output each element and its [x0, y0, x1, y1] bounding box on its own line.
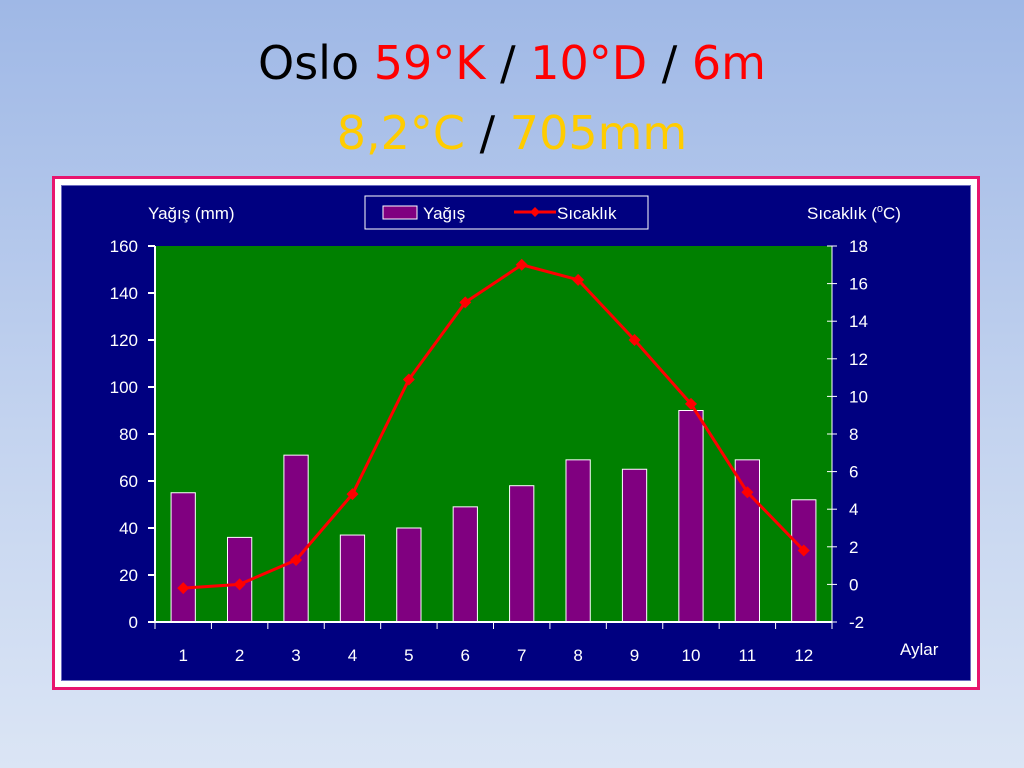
- right-axis-title: Sıcaklık (oC): [807, 203, 901, 223]
- x-tick-label: 8: [573, 646, 582, 665]
- x-tick-label: 3: [291, 646, 300, 665]
- precip-bar: [283, 454, 309, 623]
- x-tick-label: 7: [517, 646, 526, 665]
- right-tick-label: 18: [849, 237, 868, 256]
- legend-label-yagis: Yağış: [423, 204, 465, 223]
- left-tick-label: 80: [119, 425, 138, 444]
- x-tick-label: 5: [404, 646, 413, 665]
- x-tick-label: 6: [461, 646, 470, 665]
- right-tick-label: 4: [849, 500, 858, 519]
- plot-area: [155, 246, 832, 622]
- left-tick-label: 120: [110, 331, 138, 350]
- x-tick-label: 11: [739, 646, 757, 665]
- left-tick-label: 160: [110, 237, 138, 256]
- x-tick-label: 12: [794, 646, 813, 665]
- left-tick-label: 100: [110, 378, 138, 397]
- right-tick-label: -2: [849, 613, 864, 632]
- right-tick-label: 14: [849, 312, 868, 331]
- legend-line-marker: [530, 207, 540, 217]
- longitude: 10°D: [530, 36, 648, 90]
- legend: Yağış Sıcaklık: [364, 195, 649, 230]
- precip-bar: [621, 468, 648, 623]
- temperature-point: [402, 373, 415, 386]
- city-name: Oslo: [258, 36, 360, 90]
- left-tick-label: 40: [119, 519, 138, 538]
- latitude: 59°K: [373, 36, 486, 90]
- precip-bar: [734, 459, 761, 623]
- left-tick-label: 20: [119, 566, 138, 585]
- right-tick-label: 6: [849, 463, 858, 482]
- mean-temperature: 8,2°C: [336, 106, 466, 160]
- legend-bar-swatch: [382, 205, 418, 220]
- temperature-point: [233, 578, 246, 591]
- left-axis-title: Yağış (mm): [148, 204, 235, 223]
- temperature-point: [572, 273, 585, 286]
- x-tick-label: 2: [235, 646, 244, 665]
- right-tick-label: 2: [849, 538, 858, 557]
- right-tick-label: 10: [849, 387, 868, 406]
- temperature-line: [183, 263, 805, 590]
- precip-bar: [396, 527, 422, 623]
- right-tick-label: 8: [849, 425, 858, 444]
- title-line-2: 8,2°C / 705mm: [0, 98, 1024, 168]
- annual-precipitation: 705mm: [509, 106, 688, 160]
- x-axis-title: Aylar: [900, 640, 939, 659]
- temperature-point: [741, 486, 754, 499]
- x-tick-label: 10: [681, 646, 700, 665]
- temperature-point: [177, 582, 190, 595]
- left-tick-label: 140: [110, 284, 138, 303]
- temperature-point: [346, 488, 359, 501]
- precip-bar: [791, 499, 817, 623]
- x-tick-label: 4: [348, 646, 357, 665]
- temperature-point: [459, 296, 472, 309]
- x-tick-label: 9: [630, 646, 639, 665]
- legend-label-sicaklik: Sıcaklık: [557, 204, 617, 223]
- title-line-1: Oslo 59°K / 10°D / 6m: [0, 28, 1024, 98]
- precip-bar: [339, 534, 366, 623]
- separator: /: [479, 106, 496, 160]
- separator: /: [661, 36, 678, 90]
- temperature-point: [797, 544, 810, 557]
- precip-bar: [565, 459, 591, 623]
- right-tick-label: 16: [849, 275, 868, 294]
- temperature-point: [628, 334, 641, 346]
- left-tick-label: 0: [129, 613, 138, 632]
- precip-bar: [509, 485, 535, 623]
- temperature-point: [515, 258, 528, 271]
- slide-title: Oslo 59°K / 10°D / 6m 8,2°C / 705mm: [0, 28, 1024, 168]
- temperature-point: [290, 553, 303, 566]
- altitude: 6m: [691, 36, 766, 90]
- left-tick-label: 60: [119, 472, 138, 491]
- temperature-point: [684, 397, 697, 410]
- separator: /: [500, 36, 516, 90]
- precip-bar: [452, 506, 478, 623]
- precip-bar: [170, 492, 196, 623]
- right-tick-label: 12: [849, 350, 868, 369]
- line-layer: [177, 258, 810, 595]
- x-tick-label: 1: [178, 646, 187, 665]
- right-tick-label: 0: [849, 575, 858, 594]
- precip-bar: [678, 410, 704, 623]
- bars-layer: [170, 410, 817, 623]
